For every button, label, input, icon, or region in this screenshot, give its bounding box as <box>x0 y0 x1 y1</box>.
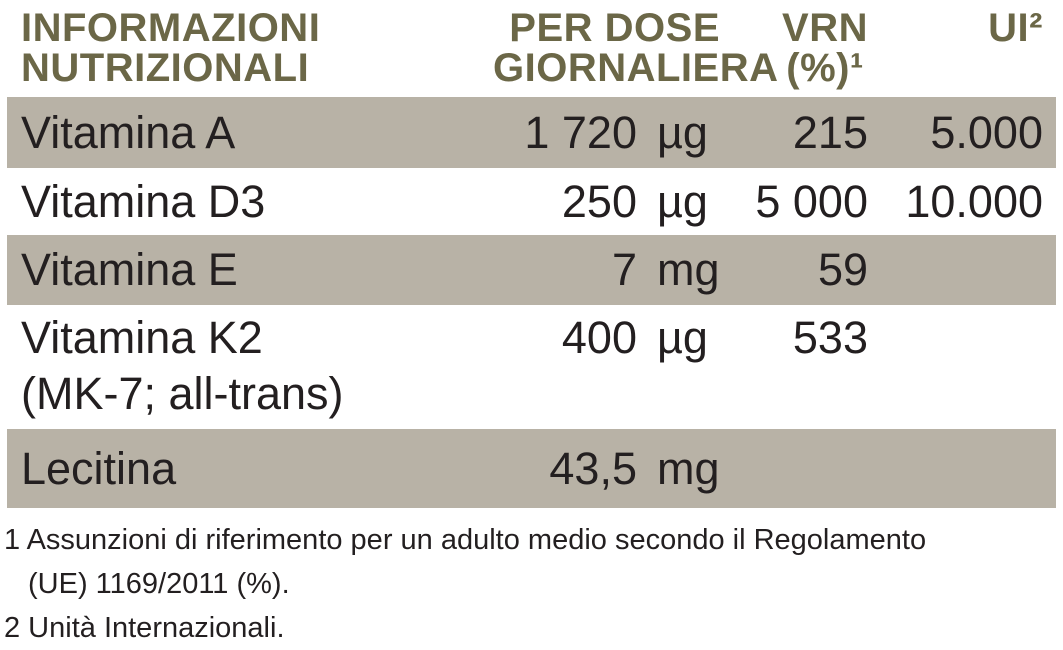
table-row-vitamina-d3: Vitamina D3 250 µg 5 000 10.000 <box>7 168 1056 235</box>
header-line-vrn: VRN <box>782 6 868 50</box>
table-row-lecitina: Lecitina 43,5 mg <box>7 429 1056 508</box>
row-label-line2: (MK-7; all-trans) <box>21 368 344 419</box>
row-unit: µg <box>657 175 708 227</box>
header-line-nutrizionali: NUTRIZIONALI <box>21 46 310 90</box>
row-ui: 5.000 <box>930 106 1043 158</box>
table-row-vitamina-a: Vitamina A 1 720 µg 215 5.000 <box>7 97 1056 168</box>
row-label: Vitamina D3 <box>21 175 266 227</box>
nutrition-table: INFORMAZIONI NUTRIZIONALI PER DOSE GIORN… <box>7 0 1056 508</box>
header-vrn-percent: VRN (%)¹ <box>720 8 868 88</box>
footnotes: 1 Assunzioni di riferimento per un adult… <box>0 508 1063 650</box>
footnote-1-line-2: (UE) 1169/2011 (%). <box>28 568 290 600</box>
row-label-line1: Vitamina K2 <box>21 312 263 363</box>
row-vrn: 5 000 <box>755 175 868 227</box>
row-unit: mg <box>657 442 720 494</box>
header-vrn-block: VRN (%)¹ <box>782 8 868 88</box>
table-row-vitamina-k2: Vitamina K2 (MK-7; all-trans) 400 µg 533 <box>7 305 1056 429</box>
header-line-giornaliera: GIORNALIERA <box>493 46 779 90</box>
header-line-informazioni: INFORMAZIONI <box>21 6 321 50</box>
row-unit: mg <box>657 244 720 295</box>
table-header-row: INFORMAZIONI NUTRIZIONALI PER DOSE GIORN… <box>7 0 1056 97</box>
row-label: Vitamina E <box>21 244 238 295</box>
row-amount: 250 <box>561 175 637 227</box>
row-ui: 10.000 <box>905 175 1043 227</box>
row-unit: µg <box>657 312 708 363</box>
row-label: Vitamina A <box>21 106 236 158</box>
footnote-2: 2 Unità Internazionali. <box>4 612 285 644</box>
footnote-1-line-1: 1 Assunzioni di riferimento per un adult… <box>4 524 927 556</box>
row-label: Lecitina <box>21 442 177 494</box>
row-label: Vitamina K2 (MK-7; all-trans) <box>7 310 493 422</box>
header-line-per-dose: PER DOSE <box>509 6 720 50</box>
header-per-dose-giornaliera: PER DOSE GIORNALIERA <box>493 6 779 90</box>
table-row-vitamina-e: Vitamina E 7 mg 59 <box>7 235 1056 305</box>
header-line-percent: (%)¹ <box>786 46 864 90</box>
header-ui: UI² <box>988 6 1043 50</box>
row-vrn: 59 <box>817 244 868 295</box>
row-amount: 7 <box>611 244 637 295</box>
row-unit: µg <box>657 106 708 158</box>
row-amount: 1 720 <box>524 106 637 158</box>
row-vrn: 533 <box>792 312 868 363</box>
row-amount: 43,5 <box>549 442 637 494</box>
row-vrn: 215 <box>792 106 868 158</box>
row-amount: 400 <box>561 312 637 363</box>
header-informazioni-nutrizionali: INFORMAZIONI NUTRIZIONALI <box>7 8 493 88</box>
